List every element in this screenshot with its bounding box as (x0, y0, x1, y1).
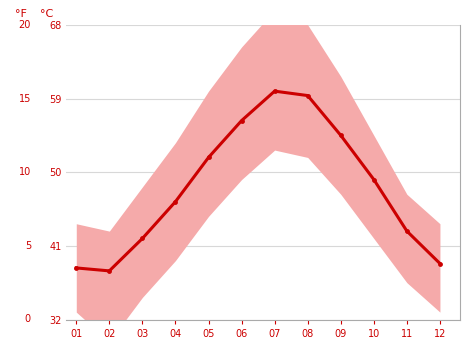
Text: °C: °C (40, 9, 53, 19)
Text: 10: 10 (18, 167, 31, 177)
Text: 15: 15 (18, 93, 31, 104)
Text: 5: 5 (25, 241, 31, 251)
Text: 20: 20 (18, 20, 31, 30)
Text: 0: 0 (25, 315, 31, 324)
Text: °F: °F (15, 9, 27, 19)
